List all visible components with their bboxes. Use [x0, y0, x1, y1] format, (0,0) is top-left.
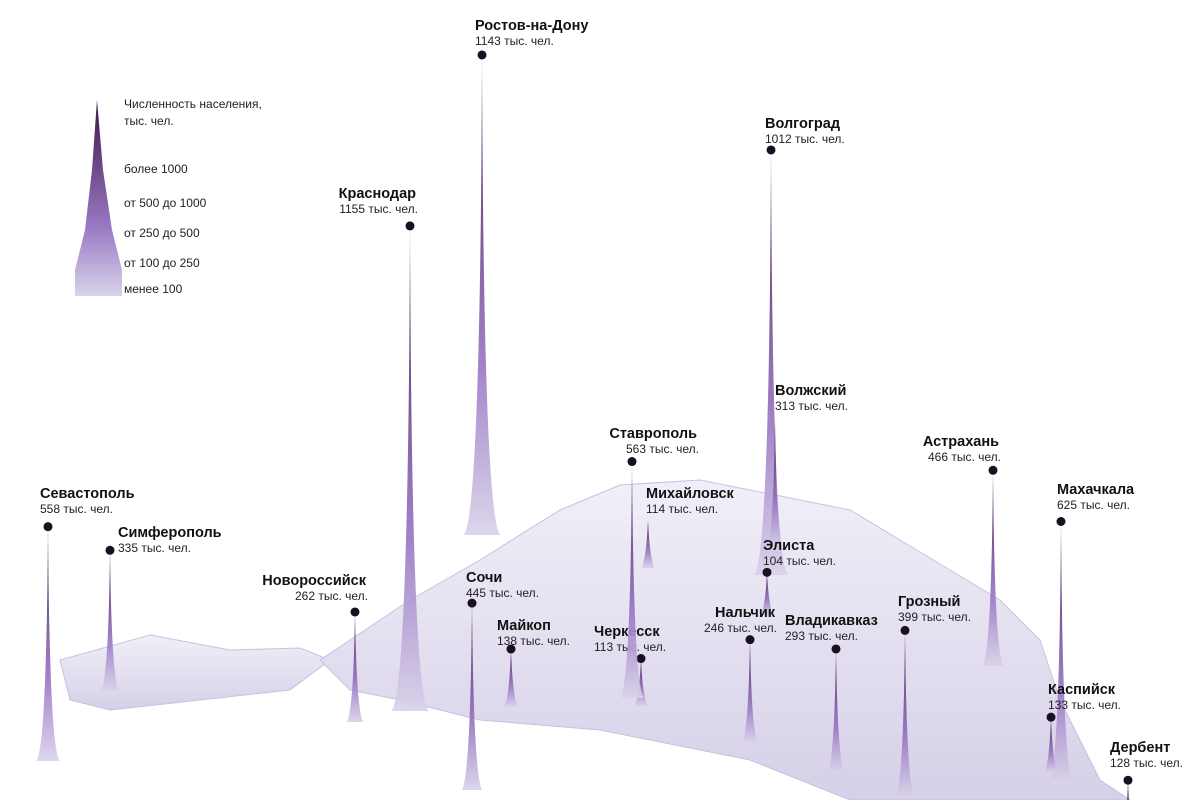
population-spike	[766, 419, 784, 551]
legend-item: от 500 до 1000	[124, 196, 207, 210]
city-population: 133 тыс. чел.	[1048, 698, 1121, 712]
population-spike	[742, 639, 758, 743]
city-population: 293 тыс. чел.	[785, 629, 858, 643]
city-dot	[1056, 517, 1066, 526]
legend-title: тыс. чел.	[124, 114, 174, 128]
legend-item: от 100 до 250	[124, 256, 200, 270]
population-spike	[391, 225, 429, 711]
city-dot	[636, 654, 646, 664]
city-population: 1012 тыс. чел.	[765, 132, 845, 146]
city-population: 313 тыс. чел.	[775, 399, 848, 413]
city-name: Каспийск	[1048, 682, 1116, 698]
city-name: Владикавказ	[785, 613, 878, 629]
city-population: 335 тыс. чел.	[118, 541, 191, 555]
population-spike	[1048, 521, 1074, 784]
city-dot	[900, 625, 910, 635]
population-spike	[895, 630, 915, 798]
city-dot	[1046, 712, 1056, 722]
legend-item: более 1000	[124, 162, 188, 176]
population-spike	[1126, 780, 1130, 800]
city-population: 114 тыс. чел.	[646, 502, 718, 516]
legend-item: от 250 до 500	[124, 226, 200, 240]
population-spike	[504, 649, 518, 707]
city-population: 399 тыс. чел.	[898, 610, 971, 624]
legend-spike	[75, 100, 122, 296]
population-spike	[753, 149, 789, 575]
city-population: 1155 тыс. чел.	[339, 202, 418, 216]
city-name: Майкоп	[497, 618, 551, 634]
city-population: 246 тыс. чел.	[704, 621, 777, 635]
city-dot	[766, 145, 776, 155]
city-name: Элиста	[763, 538, 815, 554]
city-name: Севастополь	[40, 486, 135, 502]
population-spike	[982, 470, 1004, 666]
population-spike	[461, 603, 483, 790]
city-name: Черкесск	[594, 624, 660, 640]
population-spike	[1044, 717, 1058, 773]
legend: Численность населения, тыс. чел. более 1…	[75, 97, 262, 296]
city-name: Новороссийск	[262, 573, 366, 589]
population-spike	[620, 461, 644, 698]
city-name: Астрахань	[923, 434, 999, 450]
population-spike	[760, 572, 774, 616]
city-dot	[467, 598, 477, 608]
city-dot	[105, 545, 115, 555]
city-population: 128 тыс. чел.	[1110, 756, 1183, 770]
city-dot	[988, 465, 998, 475]
city-name: Симферополь	[118, 525, 222, 541]
city-dot	[405, 221, 415, 231]
city-dot	[477, 50, 487, 60]
city-dot	[762, 567, 772, 577]
city-population: 625 тыс. чел.	[1057, 498, 1130, 512]
city-name: Дербент	[1110, 740, 1170, 756]
population-spike	[463, 54, 501, 535]
population-spike	[100, 550, 120, 691]
city-name: Грозный	[898, 594, 960, 610]
city-name: Волгоград	[765, 116, 840, 132]
city-name: Краснодар	[339, 186, 417, 202]
city-population: 104 тыс. чел.	[763, 554, 836, 568]
city-population: 445 тыс. чел.	[466, 586, 539, 600]
city-dot	[506, 644, 516, 654]
city-name: Нальчик	[715, 605, 776, 621]
city-population: 262 тыс. чел.	[295, 589, 368, 603]
city-name: Сочи	[466, 570, 502, 586]
city-population: 1143 тыс. чел.	[475, 34, 554, 48]
city-name: Ростов-на-Дону	[475, 18, 588, 34]
city-dot	[745, 635, 755, 645]
city-population: 563 тыс. чел.	[626, 442, 699, 456]
population-spike	[641, 520, 655, 568]
terrain	[59, 479, 1131, 800]
city-name: Ставрополь	[609, 426, 697, 442]
population-spike	[36, 526, 60, 761]
legend-title: Численность населения,	[124, 97, 262, 111]
city-dot	[1123, 775, 1133, 785]
population-spike	[346, 611, 364, 722]
population-spike	[827, 648, 845, 772]
city-population: 138 тыс. чел.	[497, 634, 570, 648]
city-name: Волжский	[775, 383, 846, 399]
city-name: Михайловск	[646, 486, 735, 502]
city-population: 558 тыс. чел.	[40, 502, 113, 516]
city-dot	[350, 607, 360, 617]
legend-item: менее 100	[124, 282, 183, 296]
city-dot	[831, 644, 841, 654]
city-dot	[627, 457, 637, 467]
city-dot	[43, 522, 53, 532]
city-name: Махачкала	[1057, 482, 1135, 498]
city-population: 466 тыс. чел.	[928, 450, 1001, 464]
